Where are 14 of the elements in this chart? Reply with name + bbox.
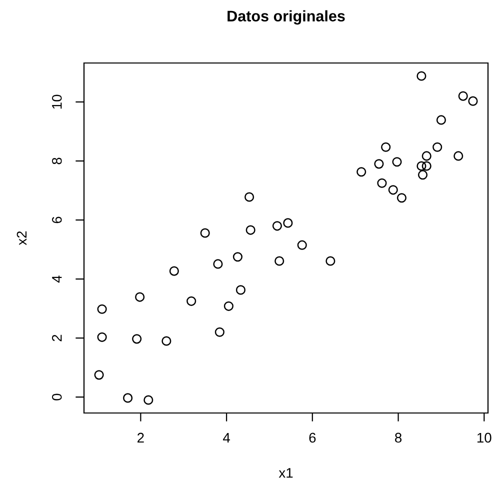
x-tick-label: 2 xyxy=(138,432,144,443)
y-tick-label: 8 xyxy=(52,158,62,164)
y-tick-label: 0 xyxy=(52,394,62,400)
y-tick-label: 2 xyxy=(52,334,62,342)
y-tick-label: 4 xyxy=(52,276,62,283)
x-axis-title: x1 xyxy=(278,468,293,478)
y-axis-title: x2 xyxy=(16,231,27,246)
x-tick-label: 4 xyxy=(222,432,230,443)
x-tick-label: 8 xyxy=(395,432,402,443)
x-tick-label: 6 xyxy=(309,432,316,443)
chart-title: Datos originales xyxy=(228,10,345,25)
y-tick-label: 10 xyxy=(52,94,62,109)
y-tick-label: 6 xyxy=(52,216,62,224)
x-tick-label: 10 xyxy=(477,432,492,443)
